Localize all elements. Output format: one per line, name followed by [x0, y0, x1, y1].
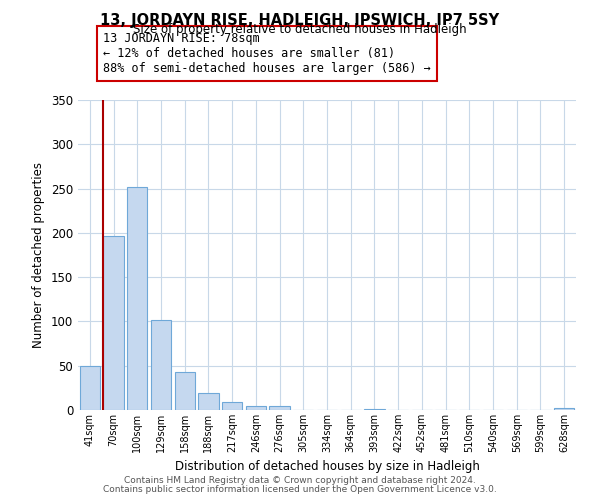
Bar	[127, 187, 148, 410]
Bar	[151, 320, 171, 410]
Bar	[175, 372, 195, 410]
Bar	[222, 402, 242, 410]
Bar	[80, 366, 100, 410]
Bar	[554, 408, 574, 410]
Bar	[199, 393, 218, 410]
X-axis label: Distribution of detached houses by size in Hadleigh: Distribution of detached houses by size …	[175, 460, 479, 473]
Text: Size of property relative to detached houses in Hadleigh: Size of property relative to detached ho…	[133, 22, 467, 36]
Bar	[269, 406, 290, 410]
Text: 13 JORDAYN RISE: 78sqm
← 12% of detached houses are smaller (81)
88% of semi-det: 13 JORDAYN RISE: 78sqm ← 12% of detached…	[103, 32, 431, 75]
Bar	[103, 236, 124, 410]
Y-axis label: Number of detached properties: Number of detached properties	[32, 162, 46, 348]
Text: Contains HM Land Registry data © Crown copyright and database right 2024.: Contains HM Land Registry data © Crown c…	[124, 476, 476, 485]
Text: 13, JORDAYN RISE, HADLEIGH, IPSWICH, IP7 5SY: 13, JORDAYN RISE, HADLEIGH, IPSWICH, IP7…	[100, 12, 500, 28]
Bar	[246, 406, 266, 410]
Bar	[364, 409, 385, 410]
Text: Contains public sector information licensed under the Open Government Licence v3: Contains public sector information licen…	[103, 485, 497, 494]
